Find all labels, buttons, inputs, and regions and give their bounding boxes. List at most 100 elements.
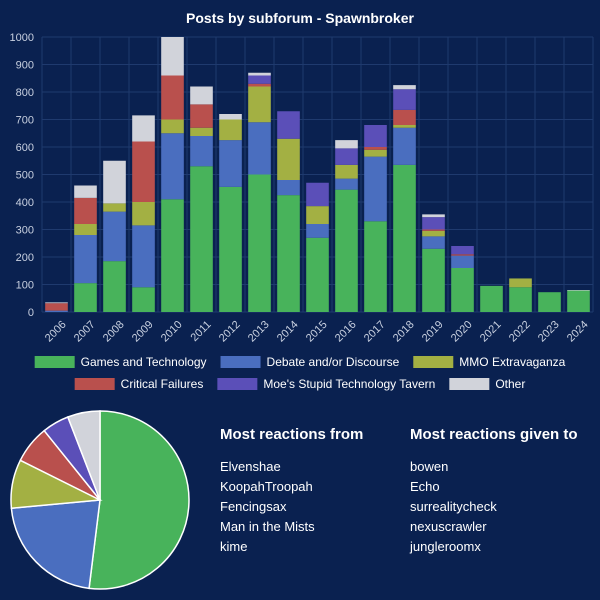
bar-segment [103,203,126,212]
bar-segment [190,127,213,136]
bar-segment [422,217,445,230]
legend: Games and Technology Debate and/or Discou… [34,355,566,391]
x-tick-label: 2009 [130,319,156,345]
y-tick-label: 200 [16,252,34,264]
x-tick-label: 2014 [275,319,301,345]
bars [45,37,590,312]
x-tick-label: 2008 [101,319,127,345]
bar-segment [74,185,97,198]
x-tick-label: 2010 [159,319,185,345]
bar-segment [219,140,242,187]
bar-segment [248,83,271,87]
bar-segment [45,302,68,304]
legend-label: Moe's Stupid Technology Tavern [263,377,435,391]
bar-segment [248,122,271,175]
x-tick-label: 2019 [420,319,446,345]
y-tick-label: 0 [28,307,34,319]
y-tick-label: 100 [16,280,34,292]
bar-segment [509,278,532,288]
legend-item: Moe's Stupid Technology Tavern [217,377,435,391]
bar-segment [277,111,300,139]
bar-segment [248,75,271,84]
bar-segment [306,224,329,238]
bar-segment [132,202,155,226]
list-item: Fencingsax [220,499,287,514]
bar-segment [161,75,184,120]
bar-segment [451,246,474,255]
x-tick-label: 2024 [565,319,591,345]
bar-segment [190,104,213,128]
legend-swatch [34,356,75,368]
legend-swatch [413,356,454,368]
bar-segment [422,236,445,249]
bar-segment [45,303,68,311]
legend-swatch [449,378,490,390]
reactions-from-column: Most reactions from Elvenshae KoopahTroo… [220,426,363,557]
list-item: kime [220,539,248,554]
x-tick-label: 2007 [72,319,98,345]
x-tick-label: 2020 [449,319,475,345]
bar-segment [161,133,184,200]
x-tick-label: 2013 [246,319,272,345]
bar-segment [393,125,416,128]
reactions-to-column: Most reactions given to bowen Echo surre… [410,426,578,557]
bar-segment [393,109,416,125]
bar-segment [74,283,97,312]
y-tick-label: 600 [16,142,34,154]
legend-label: Debate and/or Discourse [267,355,400,369]
bar-segment [364,221,387,312]
legend-label: Critical Failures [121,377,204,391]
bar-segment [161,199,184,312]
bar-segment [190,136,213,167]
bar-segment [509,287,532,312]
bar-segment [277,180,300,196]
bar-segment [306,206,329,224]
bar-segment [393,85,416,90]
list-item: surrealitycheck [410,499,497,514]
y-tick-label: 300 [16,225,34,237]
bar-segment [480,285,503,312]
legend-item: Games and Technology [34,355,207,369]
x-axis-ticks: 2006 2007 2008 2009 2010 2011 2012 2013 2014 2015… [43,319,591,345]
x-tick-label: 2011 [189,319,214,344]
reactions-from-heading: Most reactions from [220,426,364,443]
bar-segment [451,268,474,312]
x-tick-label: 2016 [333,319,359,345]
y-tick-label: 800 [16,87,34,99]
y-tick-label: 500 [16,170,34,182]
bar-segment [248,174,271,312]
y-tick-label: 1000 [10,32,34,44]
bar-segment [190,86,213,105]
bar-segment [277,138,300,180]
bar-segment [248,72,271,76]
bar-segment [219,119,242,141]
bar-segment [393,89,416,110]
legend-swatch [217,378,258,390]
legend-label: Games and Technology [81,355,207,369]
bar-segment [451,254,474,256]
bar-segment [103,211,126,262]
bar-segment [422,214,445,218]
bar-segment [132,141,155,202]
bar-segment [335,189,358,312]
bar-segment [74,197,97,224]
legend-item: Other [449,377,525,391]
y-tick-label: 400 [16,197,34,209]
list-item: bowen [410,459,449,474]
x-tick-label: 2023 [536,319,562,345]
y-axis-ticks: 0 100 200 300 400 500 600 700 800 900 1000 [10,32,34,319]
bar-segment [335,178,358,190]
pie-slice [66,410,101,501]
bar-segment [306,182,329,207]
bar-segment [335,140,358,149]
reactions-from-list: Elvenshae KoopahTroopah Fencingsax Man i… [220,457,363,557]
list-item: jungleroomx [410,539,481,554]
bar-segment [538,292,561,312]
legend-item: Critical Failures [74,377,204,391]
legend-item: MMO Extravaganza [413,355,566,369]
x-tick-label: 2015 [304,319,330,345]
bar-segment [306,237,329,312]
bar-segment [277,195,300,312]
bar-segment [45,310,68,312]
